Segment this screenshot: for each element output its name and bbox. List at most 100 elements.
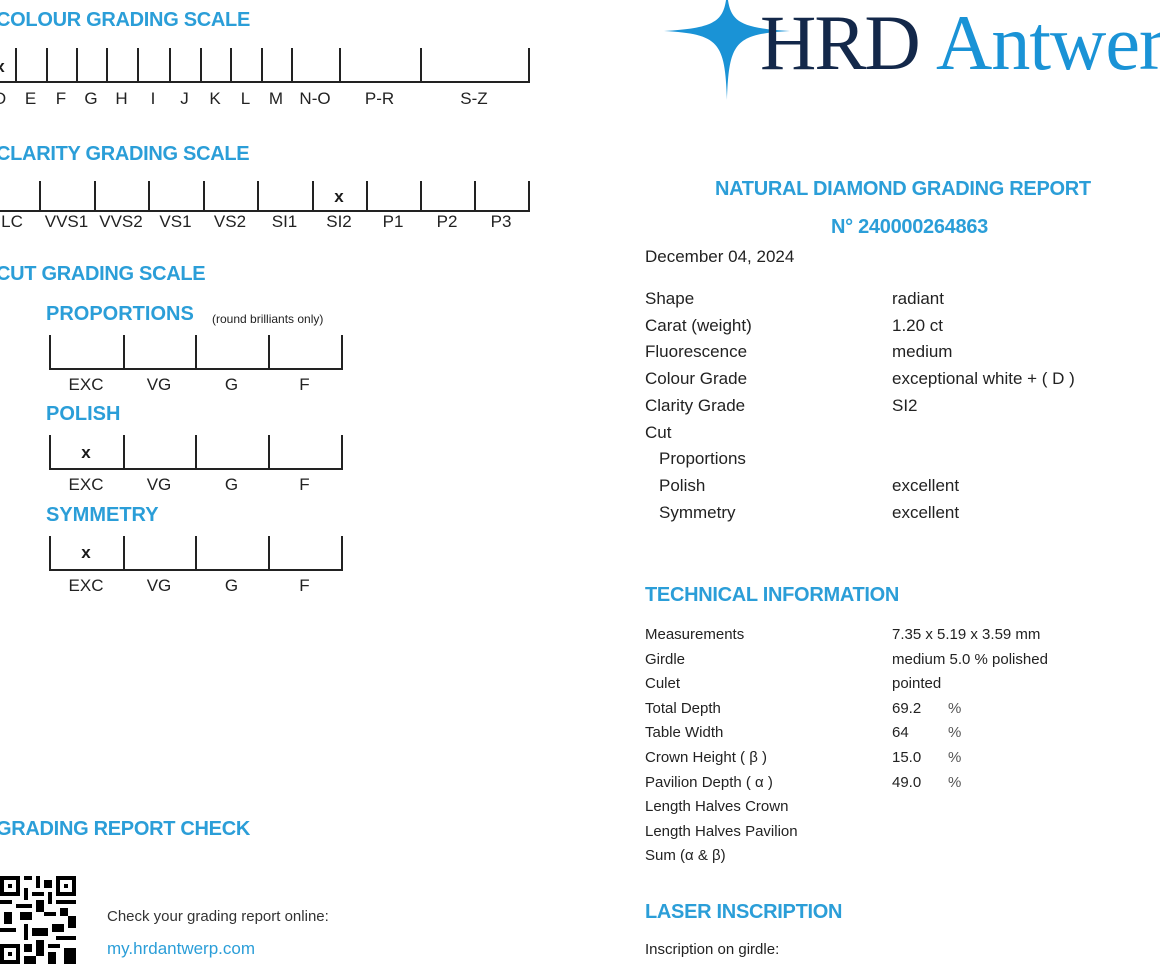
colour-scale-title: COLOUR GRADING SCALE xyxy=(0,9,251,31)
grade-label-lc: LC xyxy=(1,212,23,231)
grade-label-g: G xyxy=(84,89,98,108)
field-label: Carat (weight) xyxy=(645,315,752,335)
scale-tick xyxy=(123,536,125,570)
polish-title: POLISH xyxy=(46,403,121,425)
scale-tick xyxy=(49,536,51,570)
grade-label-f: F xyxy=(55,89,67,108)
scale-tick xyxy=(474,181,476,211)
scale-tick xyxy=(203,181,205,211)
grade-label-f: F xyxy=(299,475,310,494)
scale-tick xyxy=(420,48,422,82)
scale-tick xyxy=(341,335,343,369)
logo-text-hrd: HRD xyxy=(760,0,921,86)
scale-baseline xyxy=(0,81,530,83)
field-value: excellent xyxy=(892,502,960,522)
tech-unit: % xyxy=(948,699,962,717)
scale-tick xyxy=(169,48,171,82)
tech-value: 64 xyxy=(892,724,909,742)
scale-tick xyxy=(49,335,51,369)
scale-tick xyxy=(341,435,343,469)
grade-label-vvs2: VVS2 xyxy=(99,212,143,231)
scale-tick xyxy=(94,181,96,211)
tech-unit: % xyxy=(948,749,962,766)
scale-tick xyxy=(106,48,108,82)
scale-tick xyxy=(195,536,197,570)
grade-label-m: M xyxy=(268,89,284,108)
grade-label-vg: VG xyxy=(146,475,172,494)
grade-label-i: I xyxy=(150,89,156,108)
field-label: Polish xyxy=(659,475,706,495)
tech-label: Crown Height ( β ) xyxy=(645,749,767,766)
grade-label-f: F xyxy=(299,375,310,394)
laser-label: Inscription on girdle: xyxy=(645,941,780,958)
report-check-link[interactable]: my.hrdantwerp.com xyxy=(107,939,256,958)
report-number: N° 240000264863 xyxy=(831,216,988,238)
field-label: Clarity Grade xyxy=(645,395,746,415)
report-date: December 04, 2024 xyxy=(645,247,795,266)
qr-code-icon[interactable] xyxy=(0,876,76,964)
logo-text-antwerp: Antwerp xyxy=(936,0,1160,86)
field-label: Fluorescence xyxy=(645,342,748,362)
grade-label-vvs1: VVS1 xyxy=(44,212,89,231)
tech-value: 15.0 xyxy=(892,749,922,766)
scale-tick xyxy=(528,181,530,211)
laser-title: LASER INSCRIPTION xyxy=(645,901,843,923)
report-check-title: GRADING REPORT CHECK xyxy=(0,818,251,840)
grade-label-g: G xyxy=(224,475,239,494)
selected-grade-mark: x xyxy=(81,543,91,562)
scale-tick xyxy=(230,48,232,82)
grade-label-g: G xyxy=(224,576,239,595)
grade-label-p3: P3 xyxy=(490,212,512,231)
field-value: excellent xyxy=(892,475,960,495)
grade-label-e: E xyxy=(24,89,37,108)
scale-tick xyxy=(195,335,197,369)
grade-label-d: D xyxy=(0,89,6,109)
scale-tick xyxy=(200,48,202,82)
grade-label-vg: VG xyxy=(146,375,172,394)
proportions-title: PROPORTIONS xyxy=(46,303,194,325)
grade-label-vs1: VS1 xyxy=(159,212,192,231)
field-value: SI2 xyxy=(892,395,918,415)
tech-label: Measurements xyxy=(645,626,745,643)
field-value: exceptional white + ( D ) xyxy=(892,369,1075,389)
grade-label-vg: VG xyxy=(146,576,172,595)
symmetry-title: SYMMETRY xyxy=(46,504,159,526)
grade-label-p2: P2 xyxy=(436,212,458,231)
tech-value: 49.0 xyxy=(892,773,922,791)
scale-tick xyxy=(148,181,150,211)
grade-label-g: G xyxy=(224,375,239,394)
grade-label-s-z: S-Z xyxy=(460,89,488,108)
scale-tick xyxy=(341,536,343,570)
scale-tick xyxy=(268,536,270,570)
grade-label-h: H xyxy=(115,89,128,108)
selected-grade-mark: x xyxy=(334,187,344,206)
grade-label-k: K xyxy=(209,89,221,108)
grade-label-exc: EXC xyxy=(68,375,104,394)
scale-tick xyxy=(123,335,125,369)
scale-tick xyxy=(123,435,125,469)
tech-label: Length Halves Pavilion xyxy=(645,822,798,840)
report-title: NATURAL DIAMOND GRADING REPORT xyxy=(715,178,1091,200)
scale-tick xyxy=(46,48,48,82)
grade-label-l: L xyxy=(240,89,251,108)
tech-label: Pavilion Depth ( α ) xyxy=(645,773,773,791)
selected-grade-mark: x xyxy=(0,57,5,77)
scale-tick xyxy=(257,181,259,211)
scale-tick xyxy=(420,181,422,211)
scale-tick xyxy=(76,48,78,82)
tech-label: Girdle xyxy=(645,650,686,668)
scale-tick xyxy=(49,435,51,469)
field-label: Proportions xyxy=(659,449,746,469)
tech-value: 69.2 xyxy=(892,699,922,717)
tech-label: Length Halves Crown xyxy=(645,798,789,816)
grade-label-exc: EXC xyxy=(68,576,104,595)
tech-label: Table Width xyxy=(645,724,724,742)
scale-tick xyxy=(39,181,41,211)
scale-tick xyxy=(195,435,197,469)
grade-label-f: F xyxy=(299,576,310,595)
scale-tick xyxy=(528,48,530,82)
grade-label-exc: EXC xyxy=(68,475,104,494)
field-value: 1.20 ct xyxy=(892,315,944,335)
field-label: Symmetry xyxy=(659,502,736,522)
tech-value: medium 5.0 % polished xyxy=(892,650,1048,668)
